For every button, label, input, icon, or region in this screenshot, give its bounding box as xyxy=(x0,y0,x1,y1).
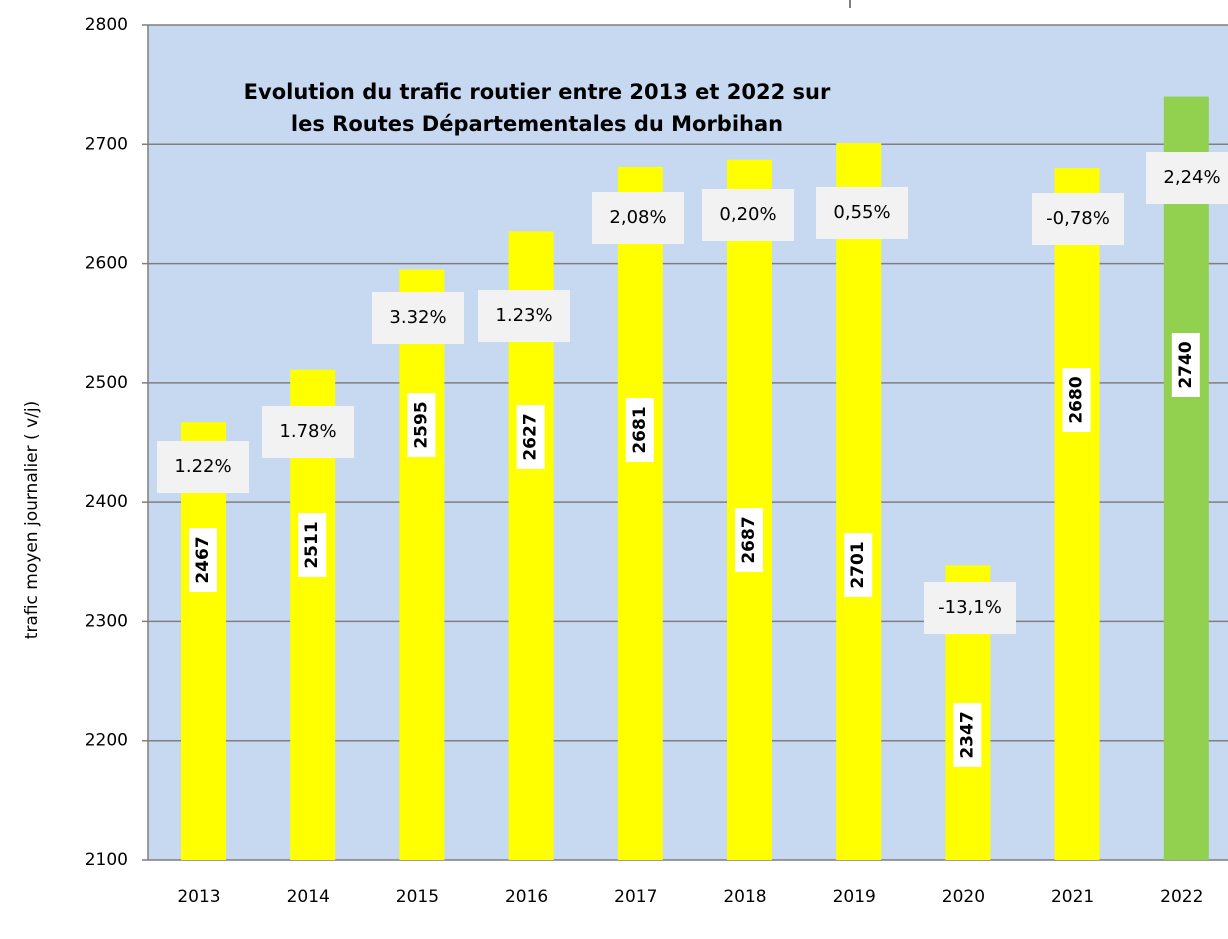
growth-label-box xyxy=(157,441,249,493)
x-tick-label: 2021 xyxy=(1051,887,1094,907)
y-tick-label: 2500 xyxy=(85,373,128,393)
x-tick-label: 2014 xyxy=(287,887,330,907)
value-label: 2627 xyxy=(521,413,541,460)
growth-label: -13,1% xyxy=(938,597,1002,618)
y-tick-label: 2700 xyxy=(85,134,128,154)
bar xyxy=(1054,168,1100,861)
x-tick-label: 2020 xyxy=(942,887,985,907)
value-label-box xyxy=(1171,333,1200,397)
y-tick-label: 2100 xyxy=(85,850,128,870)
value-label-box xyxy=(189,528,217,592)
growth-label: 0,55% xyxy=(833,202,890,223)
growth-label: -0,78% xyxy=(1046,208,1110,229)
growth-label: 3.32% xyxy=(389,307,446,328)
x-tick-label: 2015 xyxy=(396,887,439,907)
growth-label-box xyxy=(1032,193,1124,245)
growth-label-box xyxy=(1146,152,1228,204)
value-label: 2680 xyxy=(1067,376,1087,423)
bar xyxy=(617,166,663,860)
x-tick-label: 2022 xyxy=(1160,887,1203,907)
value-label-box xyxy=(735,508,763,572)
x-tick-label: 2013 xyxy=(177,887,220,907)
x-tick-label: 2016 xyxy=(505,887,548,907)
value-label-box xyxy=(625,398,654,462)
value-label: 2511 xyxy=(302,521,322,568)
growth-label: 0,20% xyxy=(719,204,776,225)
chart-title: les Routes Départementales du Morbihan xyxy=(291,112,783,136)
growth-label: 1.22% xyxy=(174,456,231,477)
growth-label-box xyxy=(816,187,908,239)
growth-label-box xyxy=(262,406,354,458)
bar xyxy=(1163,96,1209,861)
growth-label-box xyxy=(592,192,684,244)
growth-label: 1.78% xyxy=(279,421,336,442)
bar xyxy=(181,422,226,860)
x-tick-label: 2018 xyxy=(723,887,766,907)
growth-label-box xyxy=(924,582,1016,634)
growth-label-box xyxy=(372,292,464,344)
value-label-box xyxy=(298,513,327,577)
value-label: 2740 xyxy=(1176,341,1196,388)
growth-label-box xyxy=(702,189,794,241)
value-label-box xyxy=(516,405,545,469)
y-tick-label: 2400 xyxy=(85,492,128,512)
value-label: 2687 xyxy=(739,516,759,563)
bar xyxy=(399,269,445,860)
growth-label: 1.23% xyxy=(495,305,552,326)
value-label-box xyxy=(1062,368,1091,432)
growth-label-box xyxy=(478,290,570,342)
value-label: 2595 xyxy=(411,401,431,448)
x-tick-label: 2017 xyxy=(614,887,657,907)
bar xyxy=(836,143,882,861)
x-tick-label: 2019 xyxy=(833,887,876,907)
value-label-box xyxy=(407,393,436,457)
growth-label: 2,24% xyxy=(1163,167,1220,188)
y-axis-label: trafic moyen journalier ( v/j) xyxy=(22,401,42,639)
y-tick-label: 2600 xyxy=(85,254,128,274)
y-tick-label: 2200 xyxy=(85,731,128,751)
y-tick-label: 2800 xyxy=(85,15,128,35)
value-label: 2347 xyxy=(957,711,977,758)
value-label-box xyxy=(953,703,982,767)
value-label: 2701 xyxy=(848,541,868,588)
value-label: 2681 xyxy=(630,406,650,453)
value-label: 2467 xyxy=(193,536,213,583)
value-label-box xyxy=(844,533,873,597)
growth-label: 2,08% xyxy=(609,207,666,228)
chart-title: Evolution du trafic routier entre 2013 e… xyxy=(244,80,831,104)
y-tick-label: 2300 xyxy=(85,611,128,631)
